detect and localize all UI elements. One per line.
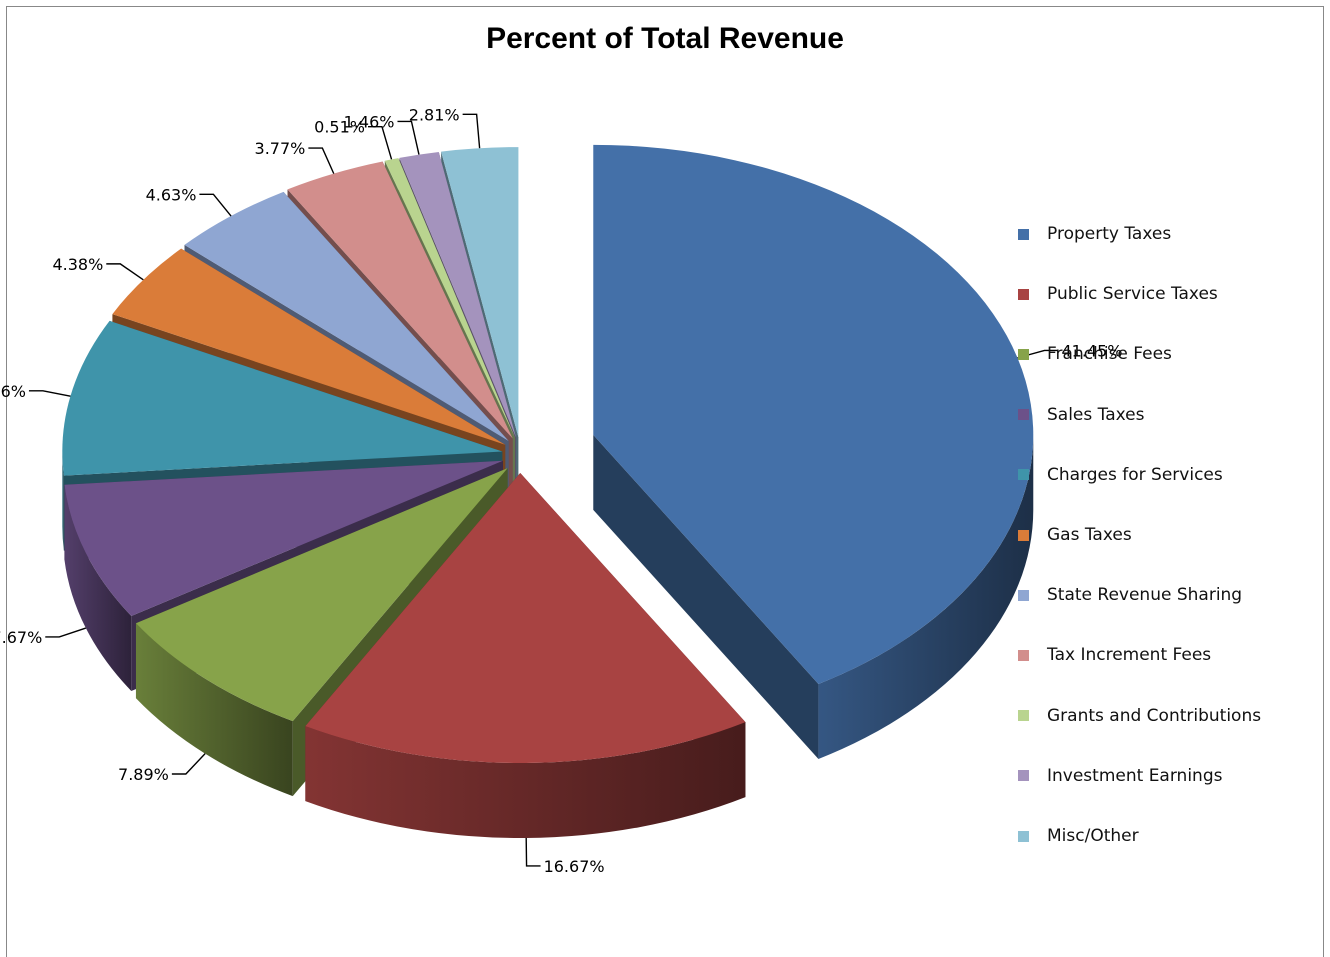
pie-slice-wall [62, 451, 64, 551]
legend-swatch [1018, 589, 1029, 601]
pie-slice-top [287, 161, 513, 439]
legend-item: Public Service Taxes [1018, 282, 1218, 306]
legend-label: Franchise Fees [1047, 344, 1172, 365]
pie-slice-top [399, 151, 517, 438]
legend-label: Charges for Services [1047, 464, 1223, 485]
pie-slice-top [135, 468, 508, 722]
pie-slice-top [184, 191, 509, 442]
legend-item: Sales Taxes [1018, 403, 1145, 427]
legend-item: Gas Taxes [1018, 523, 1132, 547]
data-label: 4.38% [52, 255, 103, 274]
legend-swatch [1018, 469, 1029, 481]
data-label: 16.67% [544, 857, 605, 876]
legend-swatch [1018, 348, 1029, 360]
legend-swatch [1018, 288, 1029, 300]
data-label: 1.46% [344, 112, 395, 131]
leader-line [28, 390, 71, 397]
legend-label: Grants and Contributions [1047, 705, 1262, 726]
leader-line [397, 120, 420, 155]
leader-line [367, 126, 393, 160]
legend-item: Franchise Fees [1018, 342, 1172, 366]
legend-item: Charges for Services [1018, 463, 1223, 487]
legend-label: Misc/Other [1047, 826, 1139, 846]
pie-slice-side [593, 434, 819, 759]
pie-slice-wall [305, 722, 746, 838]
legend-label: State Revenue Sharing [1047, 585, 1243, 606]
data-label: 8.76% [0, 382, 26, 401]
legend-swatch [1018, 770, 1029, 782]
pie-slice-top [384, 158, 515, 438]
data-label: 3.77% [255, 139, 306, 158]
legend-item: Tax Increment Fees [1018, 643, 1211, 667]
chart-title: Percent of Total Revenue [486, 22, 844, 55]
data-label: 4.63% [146, 185, 197, 204]
pie-slice-top [62, 320, 503, 476]
legend-swatch [1018, 649, 1029, 661]
data-label: 0.51% [314, 118, 365, 137]
leader-line [45, 627, 87, 638]
pie-slice-top [64, 460, 503, 616]
legend-label: Tax Increment Fees [1047, 645, 1212, 666]
legend-item: Grants and Contributions [1018, 704, 1261, 728]
data-label: 2.81% [409, 105, 460, 124]
pie-slice-top [305, 472, 746, 763]
leader-line [462, 113, 481, 149]
pie-slice-wall [818, 434, 1034, 759]
legend-item: Misc/Other [1018, 824, 1139, 848]
legend-swatch [1018, 710, 1029, 722]
legend-item: Property Taxes [1018, 222, 1171, 246]
legend-swatch [1018, 228, 1029, 240]
legend-item: Investment Earnings [1018, 764, 1222, 788]
leader-line [171, 753, 206, 775]
legend-label: Gas Taxes [1047, 525, 1132, 545]
legend-label: Public Service Taxes [1047, 284, 1218, 305]
legend-label: Property Taxes [1047, 224, 1172, 244]
pie-slice-top [441, 147, 519, 438]
legend-label: Investment Earnings [1047, 765, 1223, 786]
legend-swatch [1018, 830, 1029, 842]
pie-slice-wall [135, 623, 293, 797]
legend-swatch [1018, 409, 1029, 421]
legend-label: Sales Taxes [1047, 404, 1145, 425]
pie-slice-top [593, 144, 1034, 684]
pie-slice [305, 472, 746, 838]
pie-slice-top [112, 248, 506, 445]
pie-slice [593, 144, 1034, 759]
data-label: 41.45% [1061, 341, 1122, 360]
legend-swatch [1018, 529, 1029, 541]
leader-line [199, 193, 232, 217]
leader-line [106, 263, 144, 281]
leader-line [308, 147, 335, 174]
leader-line [525, 837, 541, 867]
data-label: 7.67% [0, 628, 42, 647]
data-label: 7.89% [118, 765, 169, 784]
legend-item: State Revenue Sharing [1018, 583, 1242, 607]
pie-slice-wall [64, 484, 132, 691]
